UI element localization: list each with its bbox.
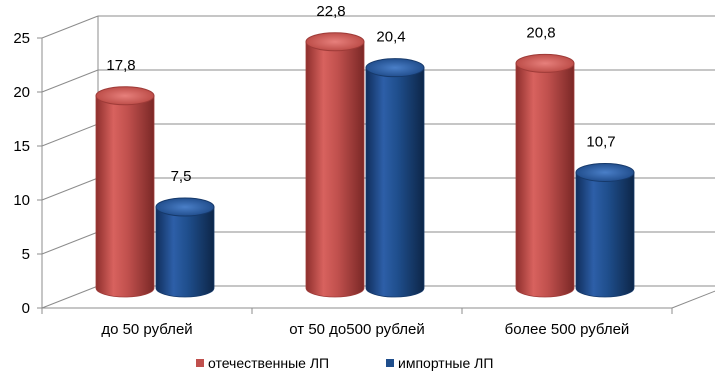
gridline-side	[41, 177, 99, 201]
bar-body	[575, 172, 635, 298]
bar-top	[515, 53, 575, 73]
legend-swatch-imported	[386, 359, 394, 367]
y-tick-label: 20	[13, 84, 30, 101]
bar-domestic	[515, 53, 575, 298]
x-axis-labels: до 50 рублей от 50 до500 рублей более 500 …	[101, 321, 629, 338]
bar-body	[95, 95, 155, 298]
legend-label-imported: импортные ЛП	[398, 355, 493, 371]
x-category-label: от 50 до500 рублей	[289, 321, 424, 338]
gridline-side	[41, 123, 99, 147]
data-labels: 17,8 7,5 22,8 20,4 20,8 10,7	[106, 3, 615, 185]
data-label: 17,8	[106, 57, 135, 74]
gridline-side	[41, 69, 99, 93]
bar-domestic	[305, 32, 365, 298]
y-tick-label: 10	[13, 192, 30, 209]
y-tick-label: 25	[13, 30, 30, 47]
bar-top	[305, 32, 365, 52]
bar-top	[95, 86, 155, 106]
data-label: 20,8	[526, 24, 555, 41]
bar-imported	[365, 58, 425, 298]
data-label: 22,8	[316, 3, 345, 20]
bar-domestic	[95, 86, 155, 298]
legend-label-domestic: отечественные ЛП	[208, 355, 329, 371]
bar-top	[155, 197, 215, 217]
bar-body	[305, 41, 365, 298]
legend: отечественные ЛП импортные ЛП	[196, 355, 493, 371]
bar-body	[515, 62, 575, 298]
y-tick-label: 15	[13, 138, 30, 155]
bar-imported	[155, 197, 215, 298]
data-label: 10,7	[586, 133, 615, 150]
legend-swatch-domestic	[196, 359, 204, 367]
gridline-side	[41, 15, 99, 39]
bar-top	[575, 162, 635, 182]
data-label: 7,5	[171, 168, 192, 185]
gridline-side	[41, 231, 99, 255]
bar-top	[365, 58, 425, 78]
bar-body	[155, 206, 215, 298]
x-category-label: более 500 рублей	[505, 321, 630, 338]
bar-imported	[575, 162, 635, 298]
gridline-side	[41, 285, 99, 309]
y-axis: 0 5 10 15 20 25	[13, 30, 673, 317]
bars	[95, 32, 635, 298]
bar-body	[365, 67, 425, 298]
y-tick-label: 0	[22, 300, 30, 317]
y-tick-label: 5	[22, 246, 30, 263]
data-label: 20,4	[376, 29, 405, 46]
x-category-label: до 50 рублей	[101, 321, 192, 338]
floor-right-edge	[671, 290, 715, 309]
